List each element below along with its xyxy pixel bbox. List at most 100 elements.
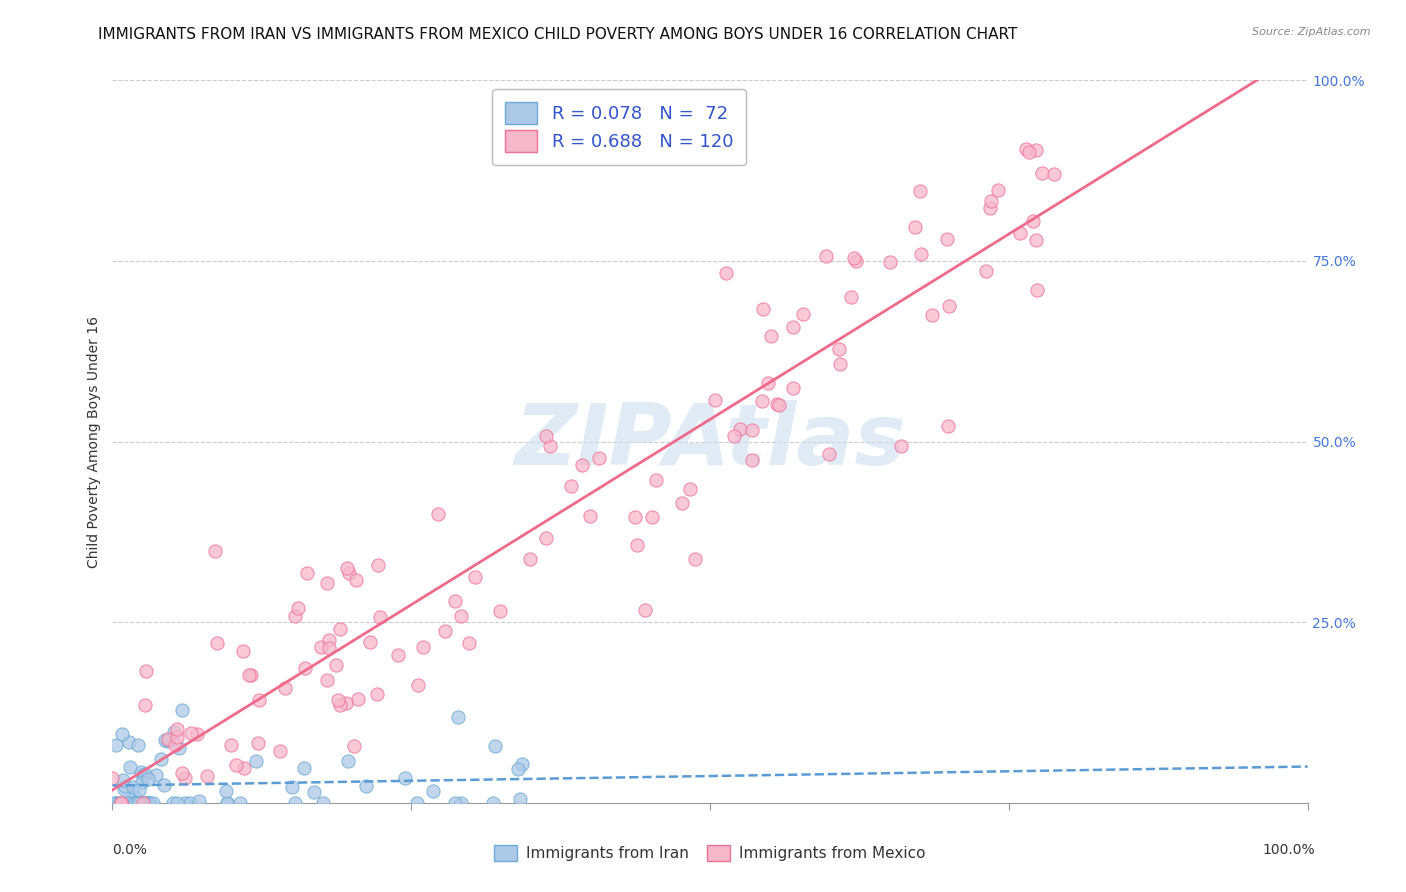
Point <box>336 754 359 768</box>
Point <box>723 428 745 442</box>
Point <box>167 741 190 756</box>
Point <box>534 428 557 442</box>
Point <box>166 731 188 745</box>
Point <box>233 761 256 775</box>
Point <box>938 299 960 313</box>
Point <box>343 739 366 753</box>
Text: Source: ZipAtlas.com: Source: ZipAtlas.com <box>1253 27 1371 37</box>
Point <box>815 250 838 264</box>
Point <box>489 604 512 618</box>
Point <box>139 796 162 810</box>
Point <box>1025 234 1047 248</box>
Point <box>131 796 153 810</box>
Point <box>138 796 160 810</box>
Point <box>114 779 136 793</box>
Point <box>142 796 165 810</box>
Point <box>444 594 467 608</box>
Point <box>281 780 304 794</box>
Point <box>302 785 325 799</box>
Point <box>128 782 150 797</box>
Point <box>1043 167 1066 181</box>
Point <box>450 796 472 810</box>
Point <box>447 710 470 724</box>
Point <box>890 439 912 453</box>
Point <box>104 739 127 753</box>
Point <box>634 603 657 617</box>
Point <box>366 687 388 701</box>
Point <box>458 636 481 650</box>
Point <box>1018 145 1040 160</box>
Point <box>974 264 997 278</box>
Text: ZIPAtlas: ZIPAtlas <box>515 400 905 483</box>
Point <box>294 761 316 775</box>
Point <box>394 771 416 785</box>
Point <box>782 320 804 334</box>
Point <box>186 727 208 741</box>
Point <box>368 610 391 624</box>
Point <box>728 422 751 436</box>
Point <box>751 393 773 408</box>
Point <box>122 796 145 810</box>
Point <box>845 254 868 268</box>
Point <box>240 668 263 682</box>
Legend: Immigrants from Iran, Immigrants from Mexico: Immigrants from Iran, Immigrants from Me… <box>488 839 932 867</box>
Point <box>131 768 153 782</box>
Point <box>129 765 152 780</box>
Point <box>979 202 1001 216</box>
Point <box>246 736 269 750</box>
Point <box>284 796 307 810</box>
Point <box>714 266 737 280</box>
Point <box>103 796 125 810</box>
Point <box>839 290 862 304</box>
Point <box>1031 166 1053 180</box>
Point <box>136 772 159 786</box>
Point <box>387 648 409 662</box>
Point <box>782 381 804 395</box>
Point <box>329 698 352 712</box>
Point <box>273 681 295 695</box>
Point <box>828 342 851 356</box>
Point <box>406 796 429 810</box>
Point <box>534 531 557 545</box>
Point <box>344 573 367 587</box>
Point <box>758 376 780 390</box>
Point <box>571 458 593 472</box>
Point <box>294 661 316 675</box>
Point <box>180 726 202 740</box>
Point <box>315 673 337 688</box>
Point <box>110 796 132 810</box>
Point <box>346 691 368 706</box>
Point <box>117 796 139 810</box>
Point <box>818 447 841 461</box>
Point <box>936 418 959 433</box>
Point <box>215 784 238 798</box>
Point <box>245 754 267 768</box>
Point <box>170 766 193 780</box>
Point <box>124 796 146 810</box>
Point <box>132 796 155 810</box>
Point <box>204 544 226 558</box>
Point <box>135 796 157 810</box>
Point <box>318 641 340 656</box>
Point <box>136 796 159 810</box>
Point <box>506 762 529 776</box>
Point <box>792 307 814 321</box>
Point <box>312 796 335 810</box>
Point <box>132 796 155 810</box>
Point <box>105 796 128 810</box>
Point <box>318 632 340 647</box>
Point <box>131 775 153 789</box>
Point <box>768 399 790 413</box>
Point <box>766 397 789 411</box>
Point <box>921 308 943 322</box>
Point <box>162 796 184 810</box>
Point <box>512 757 534 772</box>
Point <box>195 769 218 783</box>
Point <box>166 722 188 736</box>
Point <box>152 778 174 792</box>
Point <box>217 796 239 810</box>
Point <box>111 727 134 741</box>
Point <box>1026 283 1049 297</box>
Point <box>359 635 381 649</box>
Point <box>578 508 600 523</box>
